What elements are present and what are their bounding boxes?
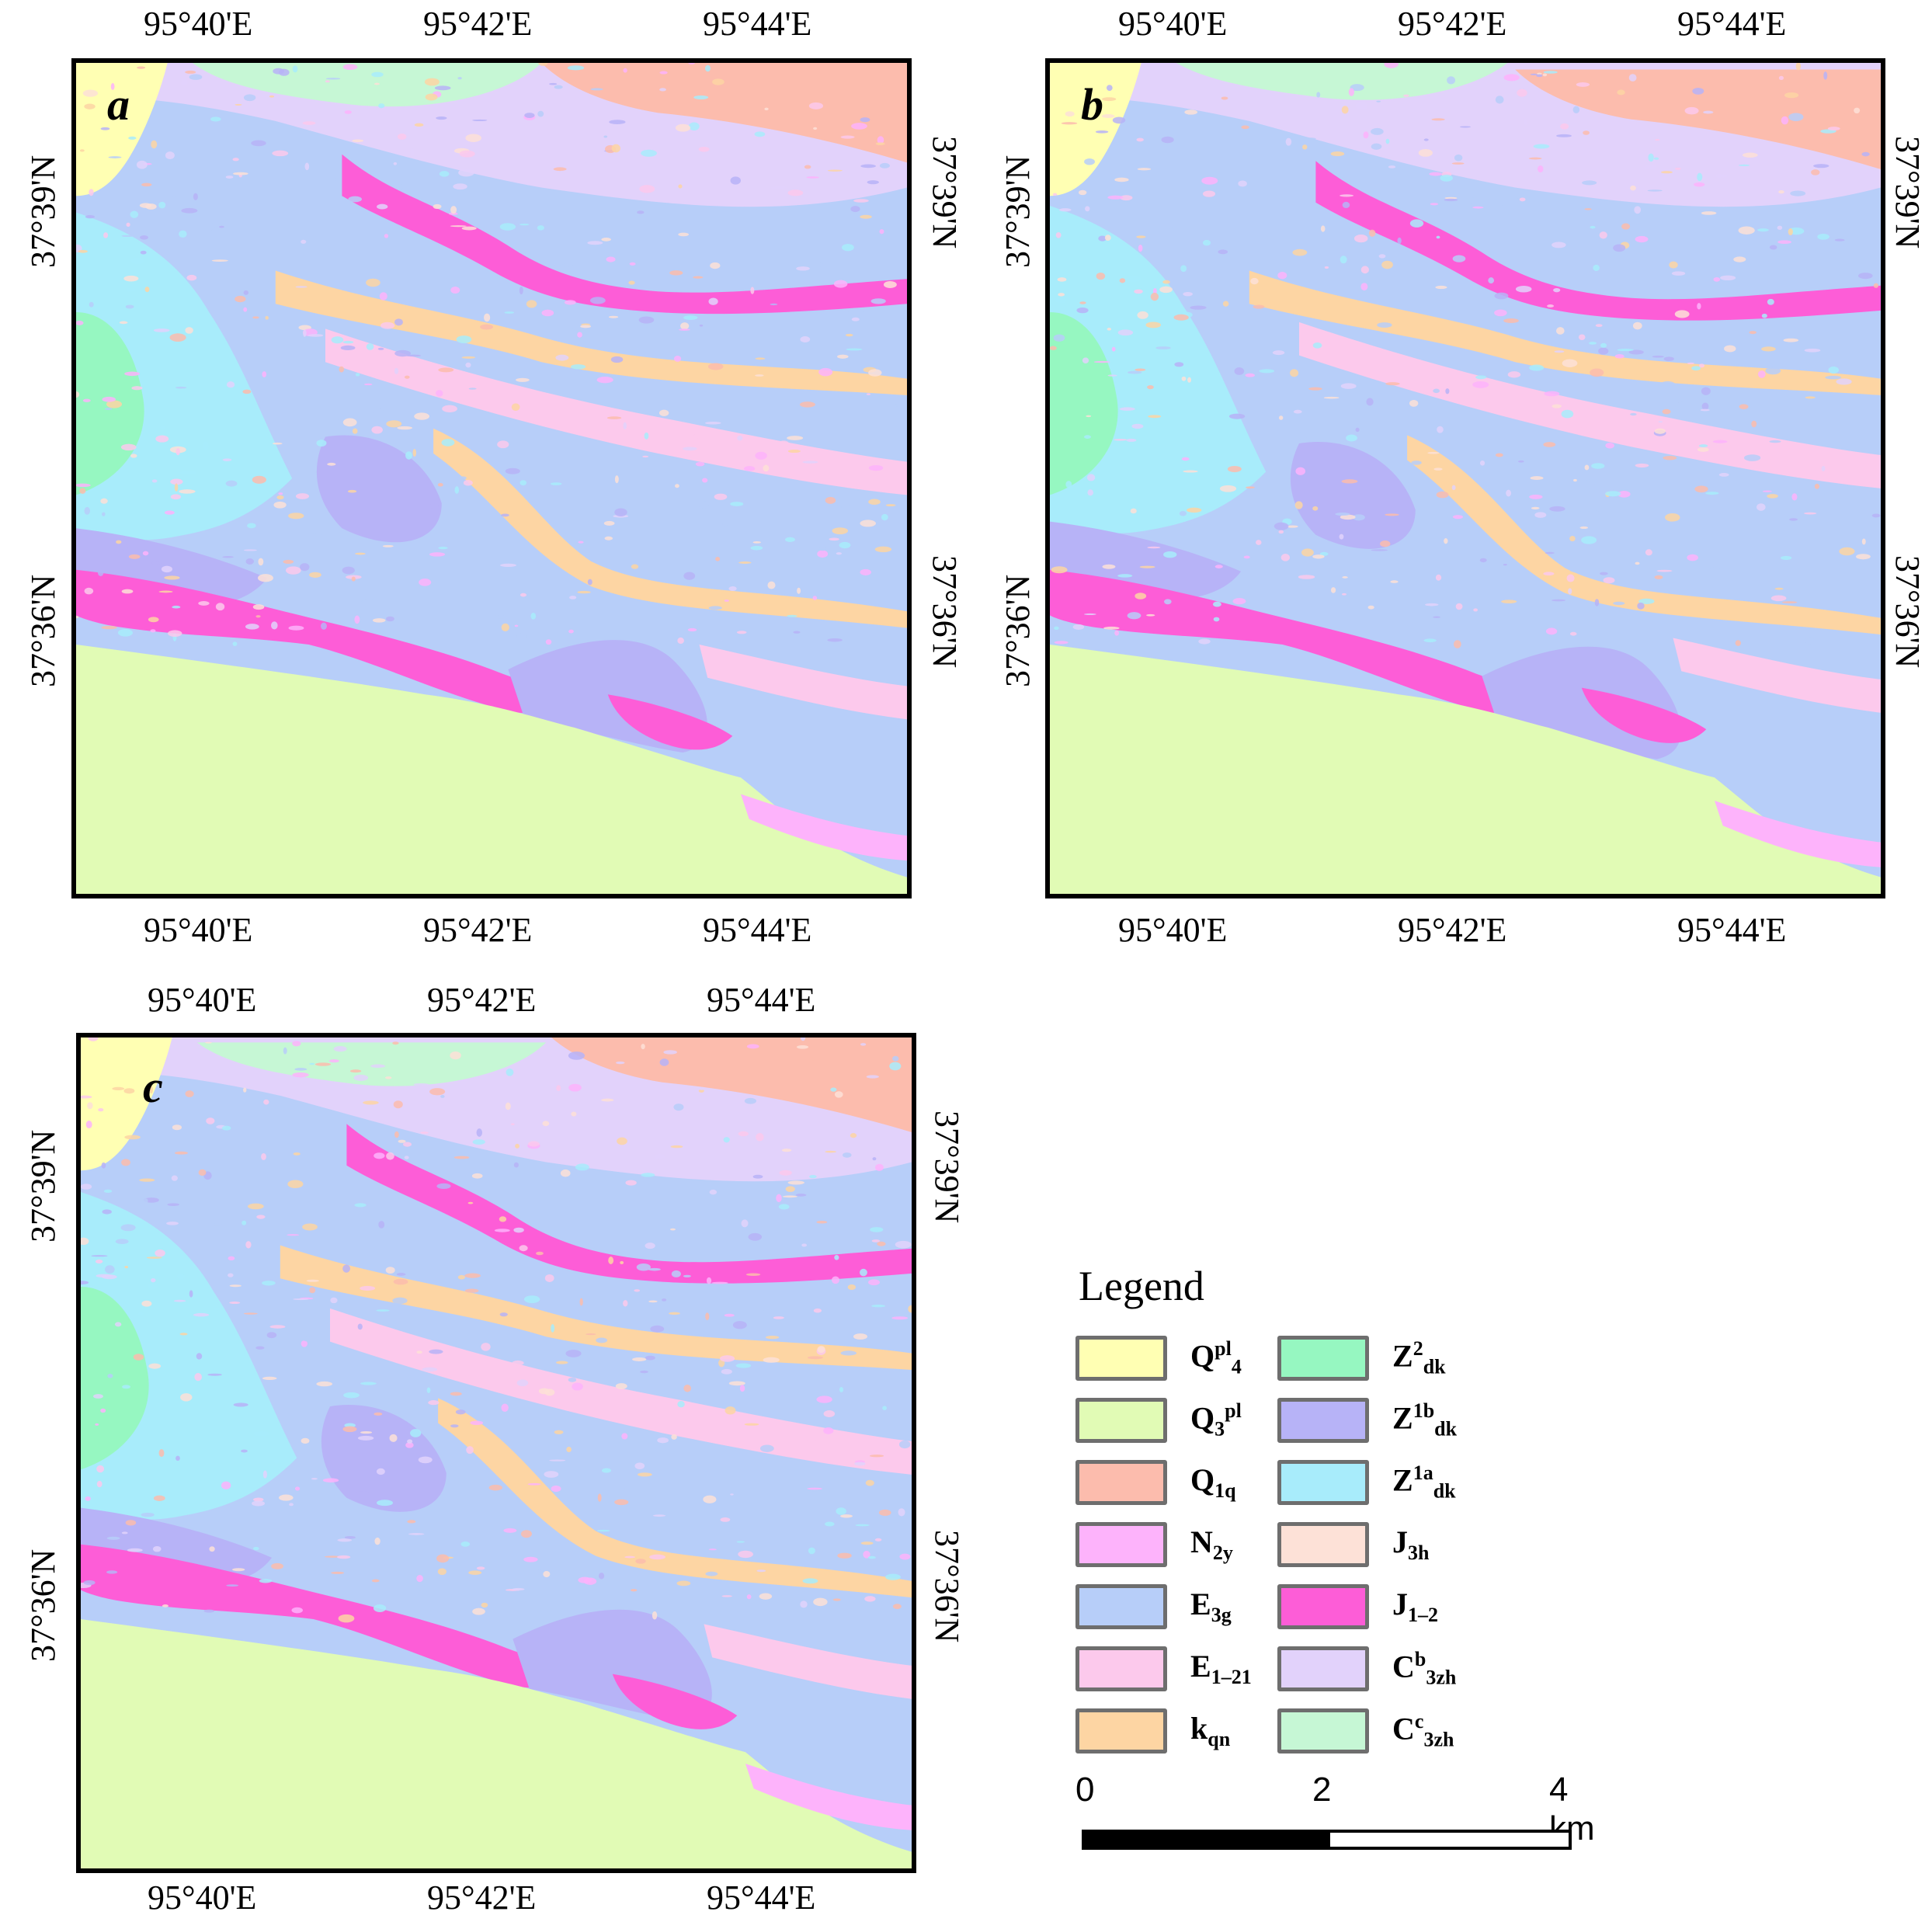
legend-item: E1–21 [1075, 1646, 1308, 1694]
legend-label: J3h [1392, 1524, 1430, 1564]
legend-item: kqn [1075, 1708, 1308, 1757]
legend: Legend Qpl4 Q3pl Q1q N2y E3g E1–21 kqn Z2dk Z1bd… [1075, 1262, 1619, 1774]
bottom-tick-2: 95°42'E [1398, 911, 1507, 949]
legend-swatch [1075, 1584, 1167, 1629]
panel-label-b: b [1081, 79, 1103, 130]
legend-item: Qpl4 [1075, 1336, 1308, 1384]
top-tick-2: 95°42'E [423, 5, 533, 43]
right-tick-1: 37°39'N [928, 1110, 966, 1224]
legend-title: Legend [1079, 1263, 1204, 1309]
scale-segment-white [1327, 1830, 1572, 1850]
legend-swatch [1075, 1398, 1167, 1443]
legend-swatch [1075, 1522, 1167, 1567]
legend-label: E1–21 [1190, 1649, 1252, 1688]
legend-swatch [1277, 1584, 1369, 1629]
left-tick-2: 37°36'N [999, 574, 1037, 687]
map-frame-a: a [71, 58, 912, 898]
top-tick-1: 95°40'E [148, 981, 257, 1019]
panel-label-c: c [143, 1062, 163, 1112]
legend-swatch [1277, 1708, 1369, 1753]
legend-swatch [1277, 1398, 1369, 1443]
left-tick-1: 37°39'N [24, 155, 62, 268]
scale-label-0: 0 [1075, 1771, 1095, 1809]
legend-item: Cb3zh [1277, 1646, 1510, 1694]
bottom-tick-1: 95°40'E [1118, 911, 1228, 949]
bottom-tick-3: 95°44'E [703, 911, 812, 949]
left-tick-1: 37°39'N [999, 155, 1037, 268]
bottom-tick-2: 95°42'E [423, 911, 533, 949]
map-frame-b: b [1045, 58, 1885, 898]
left-tick-2: 37°36'N [24, 1548, 62, 1662]
left-tick-1: 37°39'N [24, 1129, 62, 1243]
legend-label: Qpl4 [1190, 1337, 1242, 1378]
right-tick-2: 37°36'N [1889, 555, 1927, 669]
bottom-tick-1: 95°40'E [144, 911, 253, 949]
legend-item: Q3pl [1075, 1398, 1308, 1446]
geologic-map-a [76, 63, 907, 894]
geologic-map-c [81, 1037, 912, 1868]
legend-swatch [1075, 1336, 1167, 1381]
legend-swatch [1277, 1460, 1369, 1505]
legend-label: kqn [1190, 1711, 1231, 1750]
legend-label: Cb3zh [1392, 1648, 1457, 1689]
legend-swatch [1075, 1460, 1167, 1505]
legend-item: Z2dk [1277, 1336, 1510, 1384]
legend-swatch [1277, 1646, 1369, 1691]
legend-label: Q3pl [1190, 1399, 1242, 1441]
legend-label: N2y [1190, 1524, 1233, 1564]
map-frame-c: c [76, 1033, 916, 1873]
legend-label: Z1bdk [1392, 1399, 1458, 1441]
bottom-tick-2: 95°42'E [427, 1879, 537, 1917]
legend-item: Cc3zh [1277, 1708, 1510, 1757]
top-tick-3: 95°44'E [707, 981, 816, 1019]
legend-item: J1–2 [1277, 1584, 1510, 1632]
legend-item: Q1q [1075, 1460, 1308, 1508]
legend-item: Z1bdk [1277, 1398, 1510, 1446]
legend-swatch [1277, 1522, 1369, 1567]
legend-label: Q1q [1190, 1462, 1236, 1502]
legend-swatch [1075, 1646, 1167, 1691]
right-tick-1: 37°39'N [1889, 136, 1927, 249]
geologic-map-b [1050, 63, 1881, 894]
legend-label: Z2dk [1392, 1337, 1446, 1378]
right-tick-2: 37°36'N [928, 1530, 966, 1643]
top-tick-3: 95°44'E [1677, 5, 1787, 43]
bottom-tick-3: 95°44'E [1677, 911, 1787, 949]
panel-label-a: a [107, 79, 130, 130]
right-tick-2: 37°36'N [926, 555, 964, 669]
top-tick-1: 95°40'E [1118, 5, 1228, 43]
scale-segment-black [1082, 1830, 1330, 1850]
top-tick-2: 95°42'E [427, 981, 537, 1019]
top-tick-2: 95°42'E [1398, 5, 1507, 43]
top-tick-3: 95°44'E [703, 5, 812, 43]
legend-label: Cc3zh [1392, 1710, 1454, 1751]
scale-label-2: 2 [1312, 1771, 1332, 1809]
legend-item: J3h [1277, 1522, 1510, 1570]
left-tick-2: 37°36'N [24, 574, 62, 687]
legend-item: E3g [1075, 1584, 1308, 1632]
scale-bar: 0 2 4 km [1075, 1771, 1595, 1895]
legend-item: Z1adk [1277, 1460, 1510, 1508]
legend-swatch [1075, 1708, 1167, 1753]
bottom-tick-3: 95°44'E [707, 1879, 816, 1917]
bottom-tick-1: 95°40'E [148, 1879, 257, 1917]
legend-swatch [1277, 1336, 1369, 1381]
right-tick-1: 37°39'N [926, 136, 964, 249]
top-tick-1: 95°40'E [144, 5, 253, 43]
legend-label: E3g [1190, 1587, 1232, 1626]
legend-item: N2y [1075, 1522, 1308, 1570]
legend-label: Z1adk [1392, 1462, 1456, 1503]
legend-label: J1–2 [1392, 1587, 1438, 1626]
